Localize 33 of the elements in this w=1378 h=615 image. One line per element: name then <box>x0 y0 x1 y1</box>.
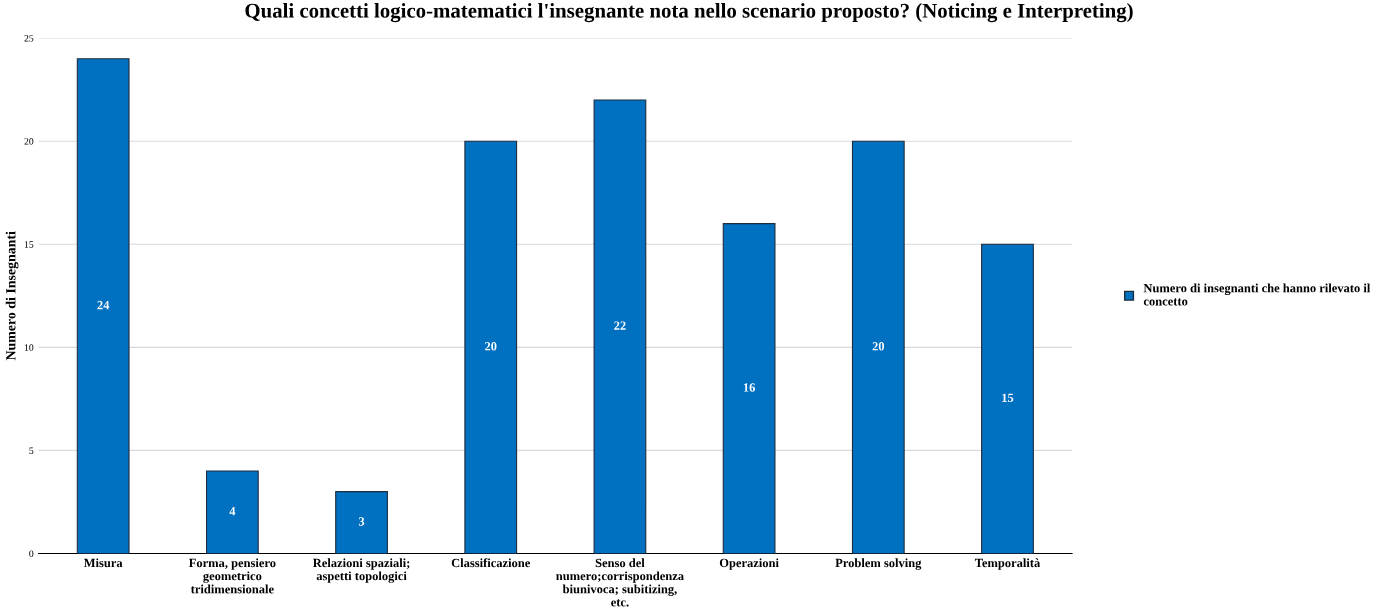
bar <box>76 58 130 554</box>
y-tick-label: 15 <box>24 241 34 248</box>
x-tick-label: Senso del numero;corrispondenza biunivoca; subitizing, etc. <box>556 558 684 607</box>
bar <box>464 140 518 554</box>
bar <box>981 243 1034 554</box>
bar <box>593 99 647 554</box>
bar <box>851 140 905 554</box>
y-axis-title: Numero di Insegnanti <box>5 231 19 361</box>
data-label: 22 <box>614 321 626 330</box>
x-tick-label: Forma, pensiero geometrico tridimensionale <box>188 558 276 594</box>
x-tick-label: Temporalità <box>974 558 1041 570</box>
y-tick-label: 25 <box>24 35 34 42</box>
bar <box>335 491 388 554</box>
data-label: 3 <box>358 517 365 526</box>
legend-label: Numero di insegnanti che hanno rilevato il concetto <box>1143 283 1371 306</box>
y-tick-label: 0 <box>29 550 34 557</box>
bar <box>722 223 776 554</box>
x-tick-label: Relazioni spaziali; aspetti topologici <box>312 558 410 583</box>
data-label: 24 <box>97 300 110 310</box>
data-label: 20 <box>485 342 497 351</box>
y-tick-label: 20 <box>24 138 34 145</box>
bar <box>205 470 259 554</box>
y-tick-label: 10 <box>24 344 34 351</box>
data-label: 20 <box>872 342 885 351</box>
x-tick-label: Operazioni <box>719 558 779 570</box>
x-tick-label: Classificazione <box>451 558 530 568</box>
x-tick-label: Problem solving <box>835 558 922 570</box>
chart-title: Quali concetti logico-matematici l'insegnante nota nello scenario proposto? (Noticing e Interpreting) <box>245 3 1133 23</box>
data-label: 4 <box>229 507 236 516</box>
x-tick-label: Misura <box>83 558 123 568</box>
data-label: 15 <box>1002 393 1014 403</box>
data-label: 16 <box>743 383 755 392</box>
y-tick-label: 5 <box>29 447 34 454</box>
